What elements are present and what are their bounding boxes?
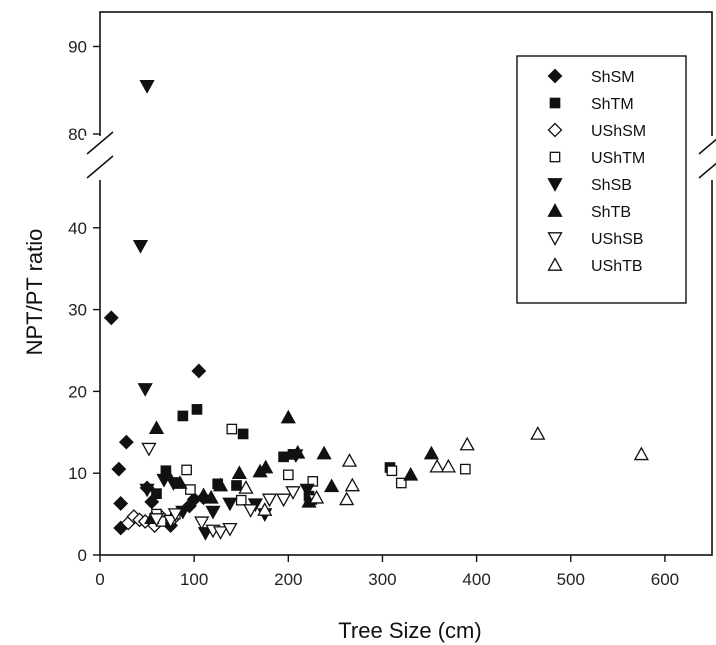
- point-shtm-6: [238, 429, 247, 438]
- point-shtm-3: [192, 405, 201, 414]
- x-tick-label-1: 100: [180, 570, 208, 589]
- x-axis-title: Tree Size (cm): [338, 618, 481, 643]
- legend-marker-ushtm: [550, 152, 559, 161]
- point-shtm-7: [279, 452, 288, 461]
- point-ushsb-4: [195, 517, 208, 529]
- point-ushtb-8: [461, 438, 474, 450]
- point-shsb-9: [223, 498, 236, 510]
- point-ushtb-3: [340, 493, 353, 505]
- x-tick-label-5: 500: [557, 570, 585, 589]
- legend: ShSM ShTM UShSM UShTM ShSB ShTB UShSB UShTB: [517, 56, 686, 303]
- point-ushtm-10: [387, 466, 396, 475]
- legend-label-shtm: ShTM: [591, 96, 634, 113]
- legend-label-ushtb: UShTB: [591, 258, 643, 275]
- point-shtb-13: [318, 447, 331, 459]
- y-tick-label-3: 30: [68, 301, 87, 320]
- legend-label-shtb: ShTB: [591, 204, 631, 221]
- y-tick-label-2: 20: [68, 382, 87, 401]
- point-shtb-14: [325, 480, 338, 492]
- legend-marker-shtm: [550, 98, 559, 107]
- point-shsm-2: [114, 497, 127, 510]
- point-ushtm-12: [461, 464, 470, 473]
- point-ushtb-9: [531, 427, 544, 439]
- point-shtm-2: [178, 411, 187, 420]
- legend-label-ushtm: UShTM: [591, 150, 645, 167]
- point-shsm-1: [112, 463, 125, 476]
- series-ushtb: [239, 427, 647, 515]
- legend-label-shsm: ShSM: [591, 69, 635, 86]
- point-shtb-7: [233, 467, 246, 479]
- point-ushtm-6: [237, 496, 246, 505]
- point-ushtm-7: [284, 470, 293, 479]
- point-ushtm-4: [186, 485, 195, 494]
- point-shsm-0: [105, 311, 118, 324]
- point-shtb-15: [404, 468, 417, 480]
- point-shtm-5: [232, 481, 241, 490]
- point-ushtb-10: [635, 448, 648, 460]
- legend-label-ushsm: UShSM: [591, 123, 646, 140]
- x-tick-label-3: 300: [368, 570, 396, 589]
- point-shsb-8: [206, 506, 219, 518]
- point-ushsb-0: [142, 443, 155, 455]
- point-shsm-4: [120, 436, 133, 449]
- point-shtb-16: [425, 447, 438, 459]
- point-shtm-0: [152, 489, 161, 498]
- point-shtb-1: [150, 422, 163, 434]
- y-tick-label-6: 90: [68, 38, 87, 57]
- point-ushtb-7: [442, 460, 455, 472]
- y-tick-label-0: 0: [78, 546, 87, 565]
- point-ushtm-3: [182, 465, 191, 474]
- point-shsb-2: [139, 384, 152, 396]
- x-tick-label-6: 600: [651, 570, 679, 589]
- legend-label-ushsb: UShSB: [591, 231, 643, 248]
- point-ushtb-6: [431, 460, 444, 472]
- series-ushtm: [152, 424, 470, 526]
- x-tick-label-2: 200: [274, 570, 302, 589]
- point-ushtm-5: [227, 424, 236, 433]
- y-axis-title: NPT/PT ratio: [22, 229, 47, 356]
- point-shsm-10: [192, 364, 205, 377]
- point-ushtb-4: [343, 454, 356, 466]
- x-tick-label-4: 400: [462, 570, 490, 589]
- point-shtb-10: [282, 411, 295, 423]
- point-ushtb-5: [346, 479, 359, 491]
- y-tick-label-1: 10: [68, 464, 87, 483]
- point-shsb-0: [141, 81, 154, 93]
- y-tick-label-4: 40: [68, 219, 87, 238]
- legend-label-shsb: ShSB: [591, 177, 632, 194]
- point-shsb-1: [134, 241, 147, 253]
- point-ushsb-10: [277, 494, 290, 506]
- x-tick-label-0: 0: [95, 570, 104, 589]
